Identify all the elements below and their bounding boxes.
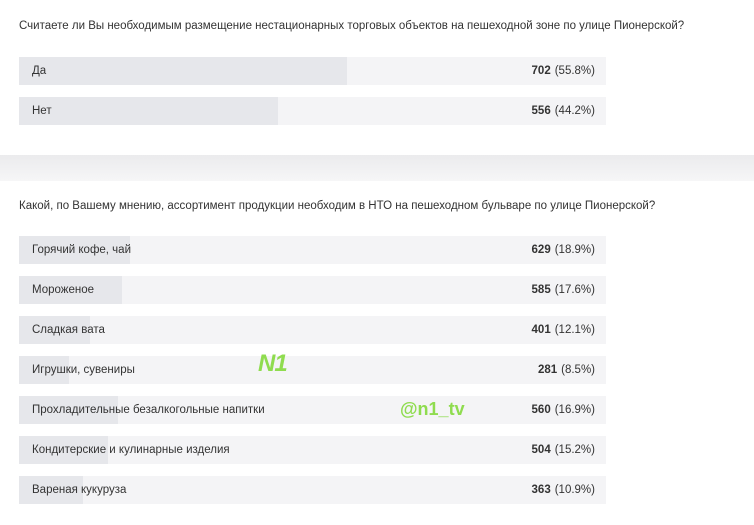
- answer-label: Кондитерские и кулинарные изделия: [32, 444, 230, 456]
- vote-share: (15.2%): [554, 444, 595, 456]
- answer-row: Нет 556 (44.2%): [19, 97, 606, 125]
- bar: [19, 316, 90, 344]
- vote-count: 702: [531, 65, 551, 77]
- answer-row: Горячий кофе, чай 629 (18.9%): [19, 236, 606, 264]
- vote-share: (44.2%): [554, 105, 595, 117]
- bar: [19, 436, 109, 464]
- vote-share: (55.8%): [554, 65, 595, 77]
- bar: [19, 57, 347, 85]
- vote-count: 556: [531, 105, 551, 117]
- answer-row: Прохладительные безалкогольные напитки 56…: [19, 396, 606, 424]
- vote-share: (10.9%): [554, 484, 595, 496]
- vote-count: 504: [531, 444, 551, 456]
- answer-label: Игрушки, сувениры: [32, 364, 135, 376]
- answer-row: Игрушки, сувениры 281 (8.5%): [19, 356, 606, 384]
- answer-result: 629 (18.9%): [532, 236, 595, 264]
- bar: [19, 356, 69, 384]
- answer-row: Мороженое 585 (17.6%): [19, 276, 606, 304]
- poll-card: Какой, по Вашему мнению, ассортимент про…: [0, 181, 754, 525]
- bar: [19, 236, 131, 264]
- bar: [19, 276, 123, 304]
- separator: [0, 155, 754, 181]
- answer-row: Да 702 (55.8%): [19, 57, 606, 85]
- vote-share: (12.1%): [554, 324, 595, 336]
- vote-count: 560: [531, 404, 551, 416]
- poll-card: Считаете ли Вы необходимым размещение не…: [0, 0, 754, 155]
- answer-result: 281 (8.5%): [538, 356, 595, 384]
- watermark-logo: N1: [258, 350, 288, 377]
- answer-label: Горячий кофе, чай: [32, 244, 131, 256]
- answer-result: 585 (17.6%): [532, 276, 595, 304]
- bar: [19, 97, 279, 125]
- vote-share: (16.9%): [554, 404, 595, 416]
- answer-result: 702 (55.8%): [532, 57, 595, 85]
- answer-row: Кондитерские и кулинарные изделия 504 (15.…: [19, 436, 606, 464]
- bar: [19, 476, 84, 504]
- answer-label: Нет: [32, 105, 52, 117]
- answer-label: Мороженое: [32, 284, 94, 296]
- vote-count: 281: [537, 364, 558, 376]
- question: Какой, по Вашему мнению, ассортимент про…: [19, 200, 656, 212]
- vote-count: 363: [531, 484, 551, 496]
- vote-share: (8.5%): [561, 364, 595, 376]
- answer-result: 556 (44.2%): [532, 97, 595, 125]
- answer-label: Да: [32, 65, 47, 77]
- answer-result: 401 (12.1%): [532, 316, 595, 344]
- answer-label: Прохладительные безалкогольные напитки: [32, 404, 265, 416]
- vote-count: 401: [531, 324, 551, 336]
- question: Считаете ли Вы необходимым размещение не…: [19, 20, 685, 32]
- answer-result: 504 (15.2%): [532, 436, 595, 464]
- answer-row: Вареная кукуруза 363 (10.9%): [19, 476, 606, 504]
- answer-label: Сладкая вата: [32, 324, 105, 336]
- vote-count: 585: [531, 284, 551, 296]
- answer-result: 363 (10.9%): [532, 476, 595, 504]
- vote-share: (18.9%): [554, 244, 595, 256]
- vote-share: (17.6%): [554, 284, 595, 296]
- answer-label: Вареная кукуруза: [32, 484, 127, 496]
- vote-count: 629: [531, 244, 551, 256]
- answer-row: Сладкая вата 401 (12.1%): [19, 316, 606, 344]
- watermark-handle: @n1_tv: [400, 399, 465, 419]
- answer-result: 560 (16.9%): [532, 396, 595, 424]
- bar: [19, 396, 118, 424]
